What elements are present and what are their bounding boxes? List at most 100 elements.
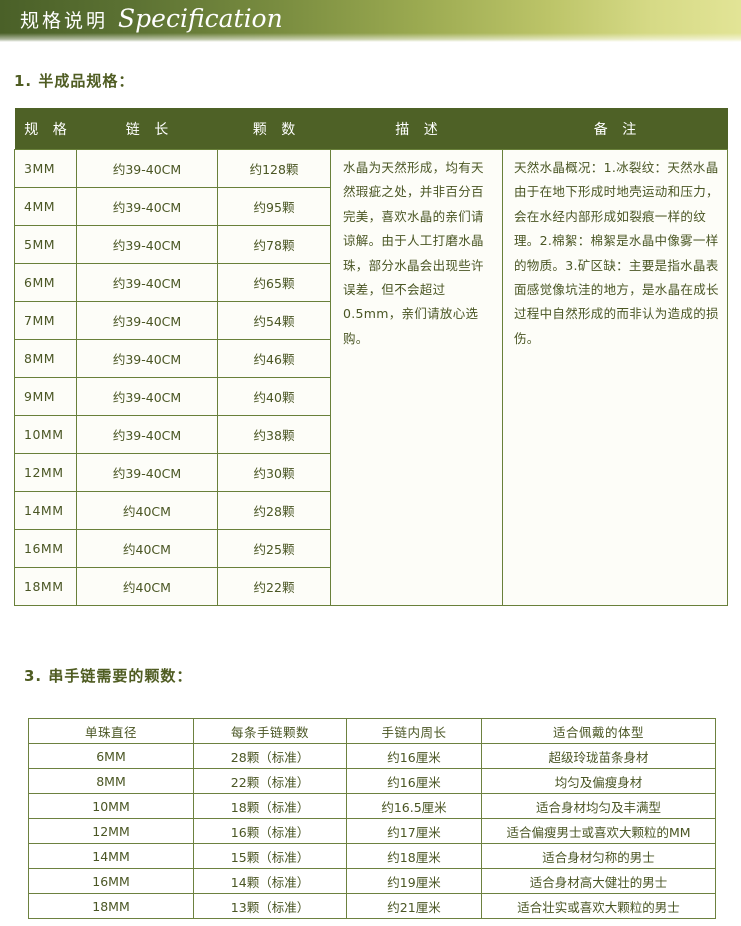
cell-length: 约39-40CM: [76, 301, 218, 340]
table-row: 6MM 28颗（标准） 约16厘米 超级玲珑苗条身材: [28, 743, 716, 769]
cell-beads: 约128颗: [217, 149, 331, 188]
cell-length: 约39-40CM: [76, 187, 218, 226]
cell-inner-circumference: 约18厘米: [346, 843, 482, 869]
cell-body-type: 适合身材均匀及丰满型: [481, 793, 716, 819]
table-row: 18MM 13颗（标准） 约21厘米 适合壮实或喜欢大颗粒的男士: [28, 893, 716, 919]
cell-beads: 约38颗: [217, 415, 331, 454]
table-row: 16MM 约40CM 约25颗: [14, 529, 728, 568]
cell-beads: 约65颗: [217, 263, 331, 302]
column-header-bead-diameter: 单珠直径: [28, 718, 194, 744]
cell-body-type: 适合壮实或喜欢大颗粒的男士: [481, 893, 716, 919]
cell-inner-circumference: 约21厘米: [346, 893, 482, 919]
cell-description: 水晶为天然形成，均有天然瑕疵之处，并非百分百完美，喜欢水晶的亲们请谅解。由于人工…: [330, 149, 503, 606]
cell-length: 约39-40CM: [76, 415, 218, 454]
table-row: 10MM 约39-40CM 约38颗: [14, 415, 728, 454]
table-row: 18MM 约40CM 约22颗: [14, 567, 728, 606]
cell-beads: 约40颗: [217, 377, 331, 416]
cell-length: 约39-40CM: [76, 225, 218, 264]
column-header-bead-count: 每条手链颗数: [193, 718, 347, 744]
cell-bead-count: 15颗（标准）: [193, 843, 347, 869]
cell-remark: 天然水晶概况：1.冰裂纹：天然水晶由于在地下形成时地壳运动和压力，会在水经内部形…: [502, 149, 728, 606]
section-heading-semi-finished: 1. 半成品规格：: [14, 72, 135, 90]
cell-spec: 8MM: [14, 339, 77, 378]
table-row: 16MM 14颗（标准） 约19厘米 适合身材高大健壮的男士: [28, 868, 716, 894]
cell-length: 约40CM: [76, 567, 218, 606]
cell-beads: 约30颗: [217, 453, 331, 492]
cell-beads: 约46颗: [217, 339, 331, 378]
table-row: 7MM 约39-40CM 约54颗: [14, 301, 728, 340]
column-header-remark: 备 注: [502, 108, 728, 150]
table-row: 10MM 18颗（标准） 约16.5厘米 适合身材均匀及丰满型: [28, 793, 716, 819]
cell-spec: 4MM: [14, 187, 77, 226]
column-header-beads: 颗 数: [217, 108, 331, 150]
cell-beads: 约22颗: [217, 567, 331, 606]
cell-bead-diameter: 12MM: [28, 818, 194, 844]
cell-spec: 12MM: [14, 453, 77, 492]
table-row: 8MM 约39-40CM 约46颗: [14, 339, 728, 378]
table-row: 5MM 约39-40CM 约78颗: [14, 225, 728, 264]
table-row: 6MM 约39-40CM 约65颗: [14, 263, 728, 302]
cell-spec: 6MM: [14, 263, 77, 302]
cell-bead-count: 22颗（标准）: [193, 768, 347, 794]
cell-length: 约39-40CM: [76, 377, 218, 416]
section-heading-bracelet: 3. 串手链需要的颗数：: [24, 667, 193, 685]
cell-inner-circumference: 约16.5厘米: [346, 793, 482, 819]
cell-inner-circumference: 约19厘米: [346, 868, 482, 894]
cell-bead-diameter: 14MM: [28, 843, 194, 869]
cell-length: 约39-40CM: [76, 263, 218, 302]
column-header-inner-circumference: 手链内周长: [346, 718, 482, 744]
column-header-description: 描 述: [330, 108, 503, 150]
cell-body-type: 适合身材匀称的男士: [481, 843, 716, 869]
cell-body-type: 适合身材高大健壮的男士: [481, 868, 716, 894]
banner-title-cn: 规格说明: [20, 10, 109, 32]
cell-beads: 约54颗: [217, 301, 331, 340]
cell-spec: 3MM: [14, 149, 77, 188]
column-header-spec: 规 格: [14, 108, 77, 150]
table-semi-finished-specs: 规 格 链 长 颗 数 描 述 备 注 3MM 约39-40CM 约128颗 水…: [14, 108, 728, 606]
banner-title-en: Specification: [118, 4, 283, 33]
cell-spec: 7MM: [14, 301, 77, 340]
table-row: 14MM 15颗（标准） 约18厘米 适合身材匀称的男士: [28, 843, 716, 869]
column-header-body-type: 适合佩戴的体型: [481, 718, 716, 744]
page-banner: 规格说明 Specification: [0, 0, 741, 42]
cell-bead-diameter: 8MM: [28, 768, 194, 794]
cell-beads: 约95颗: [217, 187, 331, 226]
cell-body-type: 适合偏瘦男士或喜欢大颗粒的MM: [481, 818, 716, 844]
cell-bead-count: 18颗（标准）: [193, 793, 347, 819]
cell-body-type: 超级玲珑苗条身材: [481, 743, 716, 769]
banner-title-group: 规格说明 Specification: [20, 4, 283, 33]
table-row: 12MM 16颗（标准） 约17厘米 适合偏瘦男士或喜欢大颗粒的MM: [28, 818, 716, 844]
banner-fade-overlay: [0, 33, 741, 42]
cell-bead-diameter: 16MM: [28, 868, 194, 894]
cell-length: 约39-40CM: [76, 339, 218, 378]
cell-spec: 14MM: [14, 491, 77, 530]
table-row: 12MM 约39-40CM 约30颗: [14, 453, 728, 492]
cell-bead-count: 16颗（标准）: [193, 818, 347, 844]
cell-bead-count: 28颗（标准）: [193, 743, 347, 769]
cell-beads: 约28颗: [217, 491, 331, 530]
cell-inner-circumference: 约16厘米: [346, 743, 482, 769]
cell-length: 约40CM: [76, 491, 218, 530]
table-row: 8MM 22颗（标准） 约16厘米 均匀及偏瘦身材: [28, 768, 716, 794]
cell-inner-circumference: 约17厘米: [346, 818, 482, 844]
cell-bead-diameter: 18MM: [28, 893, 194, 919]
cell-length: 约39-40CM: [76, 453, 218, 492]
table-bracelet-beads: 单珠直径 每条手链颗数 手链内周长 适合佩戴的体型 6MM 28颗（标准） 约1…: [28, 718, 716, 919]
cell-spec: 18MM: [14, 567, 77, 606]
cell-beads: 约78颗: [217, 225, 331, 264]
cell-spec: 9MM: [14, 377, 77, 416]
cell-spec: 10MM: [14, 415, 77, 454]
cell-length: 约40CM: [76, 529, 218, 568]
cell-spec: 16MM: [14, 529, 77, 568]
table-header-row: 单珠直径 每条手链颗数 手链内周长 适合佩戴的体型: [28, 718, 716, 744]
table-row: 3MM 约39-40CM 约128颗 水晶为天然形成，均有天然瑕疵之处，并非百分…: [14, 149, 728, 606]
column-header-length: 链 长: [76, 108, 218, 150]
table-row: 14MM 约40CM 约28颗: [14, 491, 728, 530]
cell-bead-count: 13颗（标准）: [193, 893, 347, 919]
table-row: 4MM 约39-40CM 约95颗: [14, 187, 728, 226]
cell-spec: 5MM: [14, 225, 77, 264]
cell-inner-circumference: 约16厘米: [346, 768, 482, 794]
cell-bead-diameter: 10MM: [28, 793, 194, 819]
cell-bead-count: 14颗（标准）: [193, 868, 347, 894]
table-header-row: 规 格 链 长 颗 数 描 述 备 注: [14, 108, 728, 150]
